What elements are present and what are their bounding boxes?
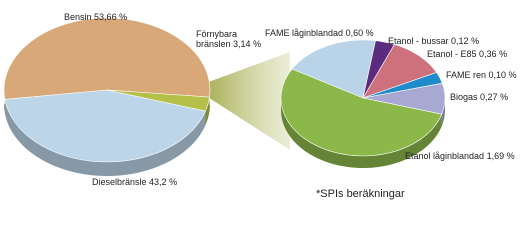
slice-value: 0,36 % <box>479 49 508 59</box>
pie-slice <box>4 89 206 163</box>
slice-name: Etanol låginblandad <box>405 151 485 161</box>
connector <box>203 52 290 150</box>
slice-value: 0,60 % <box>345 28 374 38</box>
slice-label: Etanol - bussar 0,12 % <box>388 36 479 46</box>
pie-side <box>281 99 442 168</box>
pie-side <box>441 97 445 127</box>
slice-label: Bensin 53,66 % <box>64 12 127 22</box>
slice-value: 53,66 % <box>94 12 128 22</box>
slice-label: Etanol låginblandad 1,69 % <box>405 151 515 161</box>
pie-side <box>205 97 210 125</box>
pie-slice <box>291 39 376 99</box>
slice-value: 3,14 % <box>233 39 262 49</box>
pie-side <box>4 99 206 176</box>
slice-label: FAME ren 0,10 % <box>446 70 517 80</box>
slice-value: 43,2 % <box>149 177 178 187</box>
slice-label: Biogas 0,27 % <box>450 92 508 102</box>
slice-label: Etanol - E85 0,36 % <box>427 49 507 59</box>
slice-name: Etanol - bussar <box>388 36 449 46</box>
footnote: *SPIs beräkningar <box>316 188 405 200</box>
page: *SPIs beräkningar Bensin 53,66 % Dieselbr… <box>3 12 517 200</box>
slice-name: Förnybara bränslen <box>196 29 238 49</box>
chart <box>3 17 446 176</box>
slice-name: Dieselbränsle <box>92 177 147 187</box>
slice-name: FAME ren <box>446 70 487 80</box>
slice-value: 1,69 % <box>486 151 515 161</box>
pie-slice <box>106 89 210 112</box>
pie-slice <box>280 68 443 157</box>
slice-value: 0,10 % <box>488 70 517 80</box>
slice-name: Etanol - E85 <box>427 49 477 59</box>
pie-slice <box>3 17 211 100</box>
slice-value: 0,12 % <box>451 36 480 46</box>
slice-label: Dieselbränsle 43,2 % <box>92 177 177 187</box>
slice-name: Bensin <box>64 12 92 22</box>
slice-name: FAME låginblandad <box>265 28 344 38</box>
slice-value: 0,27 % <box>480 92 509 102</box>
slice-label: Förnybara bränslen 3,14 % <box>196 29 268 49</box>
slice-label: FAME låginblandad 0,60 % <box>265 28 374 38</box>
slice-name: Biogas <box>450 92 478 102</box>
